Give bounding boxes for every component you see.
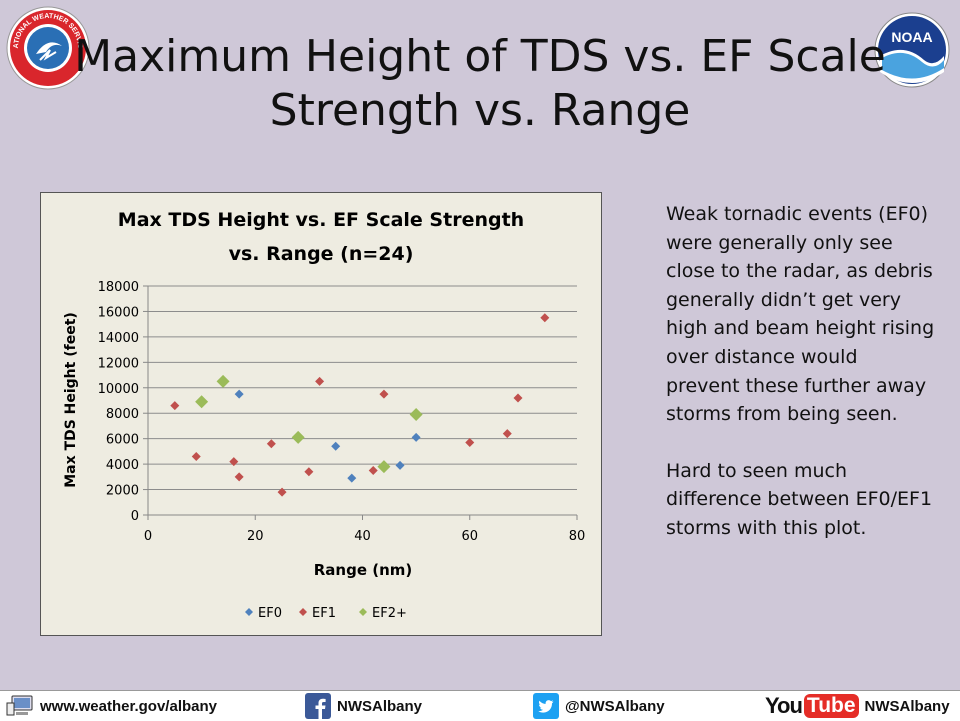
chart-legend: EF0 EF1 EF2+ [245,606,407,621]
y-tick-label: 4000 [106,458,139,473]
commentary-paragraph-2: Hard to seen much difference between EF0… [666,459,933,539]
data-point-ef0 [347,473,357,483]
data-points [170,313,550,497]
slide-title-line1: Maximum Height of TDS vs. EF Scale [74,31,886,82]
data-point-ef1 [379,389,389,399]
y-tick-label: 16000 [98,305,139,320]
chart-title-line1: Max TDS Height vs. EF Scale Strength [118,209,524,231]
slide-title: Maximum Height of TDS vs. EF Scale Stren… [60,30,900,138]
data-point-ef1 [229,457,239,467]
data-point-ef1 [266,439,276,449]
y-tick-label: 6000 [106,433,139,448]
data-point-ef2-plus [377,460,391,474]
nws-logo: NATIONAL WEATHER SERVICE [6,6,90,90]
data-point-ef0 [234,389,244,399]
data-point-ef0 [331,441,341,451]
legend-label-ef0: EF0 [258,606,282,621]
data-point-ef1 [540,313,550,323]
footer-youtube-text: NWSAlbany [864,697,950,715]
chart-svg: Max TDS Height vs. EF Scale Strength vs.… [63,209,586,621]
y-tick-label: 8000 [106,407,139,422]
y-tick-label: 10000 [98,382,139,397]
data-point-ef1 [191,451,201,461]
scatter-chart: Max TDS Height vs. EF Scale Strength vs.… [40,192,602,636]
y-tick-label: 14000 [98,331,139,346]
data-point-ef1 [234,472,244,482]
data-point-ef1 [368,465,378,475]
y-tick-label: 0 [131,509,139,524]
footer-facebook-text: NWSAlbany [337,697,423,715]
commentary-paragraph-1: Weak tornadic events (EF0) were generall… [666,203,935,426]
y-tick-label: 12000 [98,356,139,371]
legend-label-ef1: EF1 [312,606,336,621]
data-point-ef2-plus [291,430,305,444]
data-point-ef2-plus [216,374,230,388]
footer-website-text: www.weather.gov/albany [40,697,217,715]
noaa-logo: NOAA [874,12,950,88]
y-axis-label: Max TDS Height (feet) [63,312,79,488]
data-point-ef1 [304,467,314,477]
legend-marker-ef0 [245,608,253,616]
youtube-icon-tube: Tube [803,694,859,718]
data-point-ef0 [411,432,421,442]
footer-bar: www.weather.gov/albany NWSAlbany @NWSAlb… [0,690,960,721]
slide-title-line2: Strength vs. Range [269,85,691,136]
data-point-ef1 [465,437,475,447]
side-commentary: Weak tornadic events (EF0) were generall… [666,200,936,571]
x-tick-label: 20 [247,529,264,544]
data-point-ef1 [315,376,325,386]
y-tick-label: 2000 [106,484,139,499]
y-tick-label: 18000 [98,280,139,295]
x-tick-label: 0 [144,529,152,544]
footer-facebook[interactable]: NWSAlbany [305,691,422,721]
footer-twitter[interactable]: @NWSAlbany [533,691,665,721]
footer-twitter-text: @NWSAlbany [565,697,665,715]
grid-lines [143,285,578,520]
legend-marker-ef2-plus [359,608,367,616]
noaa-logo-text: NOAA [891,29,932,45]
footer-website[interactable]: www.weather.gov/albany [6,691,217,721]
axis-ticks: 0 2000 4000 6000 8000 10000 12000 14000 16000 180… [98,280,586,544]
twitter-icon [533,693,559,719]
legend-label-ef2-plus: EF2+ [372,606,407,621]
data-point-ef2-plus [409,407,423,421]
x-tick-label: 40 [354,529,371,544]
chart-title-line2: vs. Range (n=24) [229,243,414,265]
data-point-ef1 [277,487,287,497]
x-tick-label: 60 [461,529,478,544]
x-axis-label: Range (nm) [314,561,413,579]
legend-marker-ef1 [299,608,307,616]
facebook-icon [305,693,331,719]
footer-youtube[interactable]: You Tube NWSAlbany [765,691,950,721]
data-point-ef1 [502,429,512,439]
youtube-icon-you: You [765,693,803,718]
data-point-ef1 [170,401,180,411]
youtube-icon: You Tube [765,693,859,719]
data-point-ef1 [513,393,523,403]
data-point-ef2-plus [195,395,209,409]
x-tick-label: 80 [569,529,586,544]
data-point-ef0 [395,460,405,470]
computer-icon [6,695,33,716]
